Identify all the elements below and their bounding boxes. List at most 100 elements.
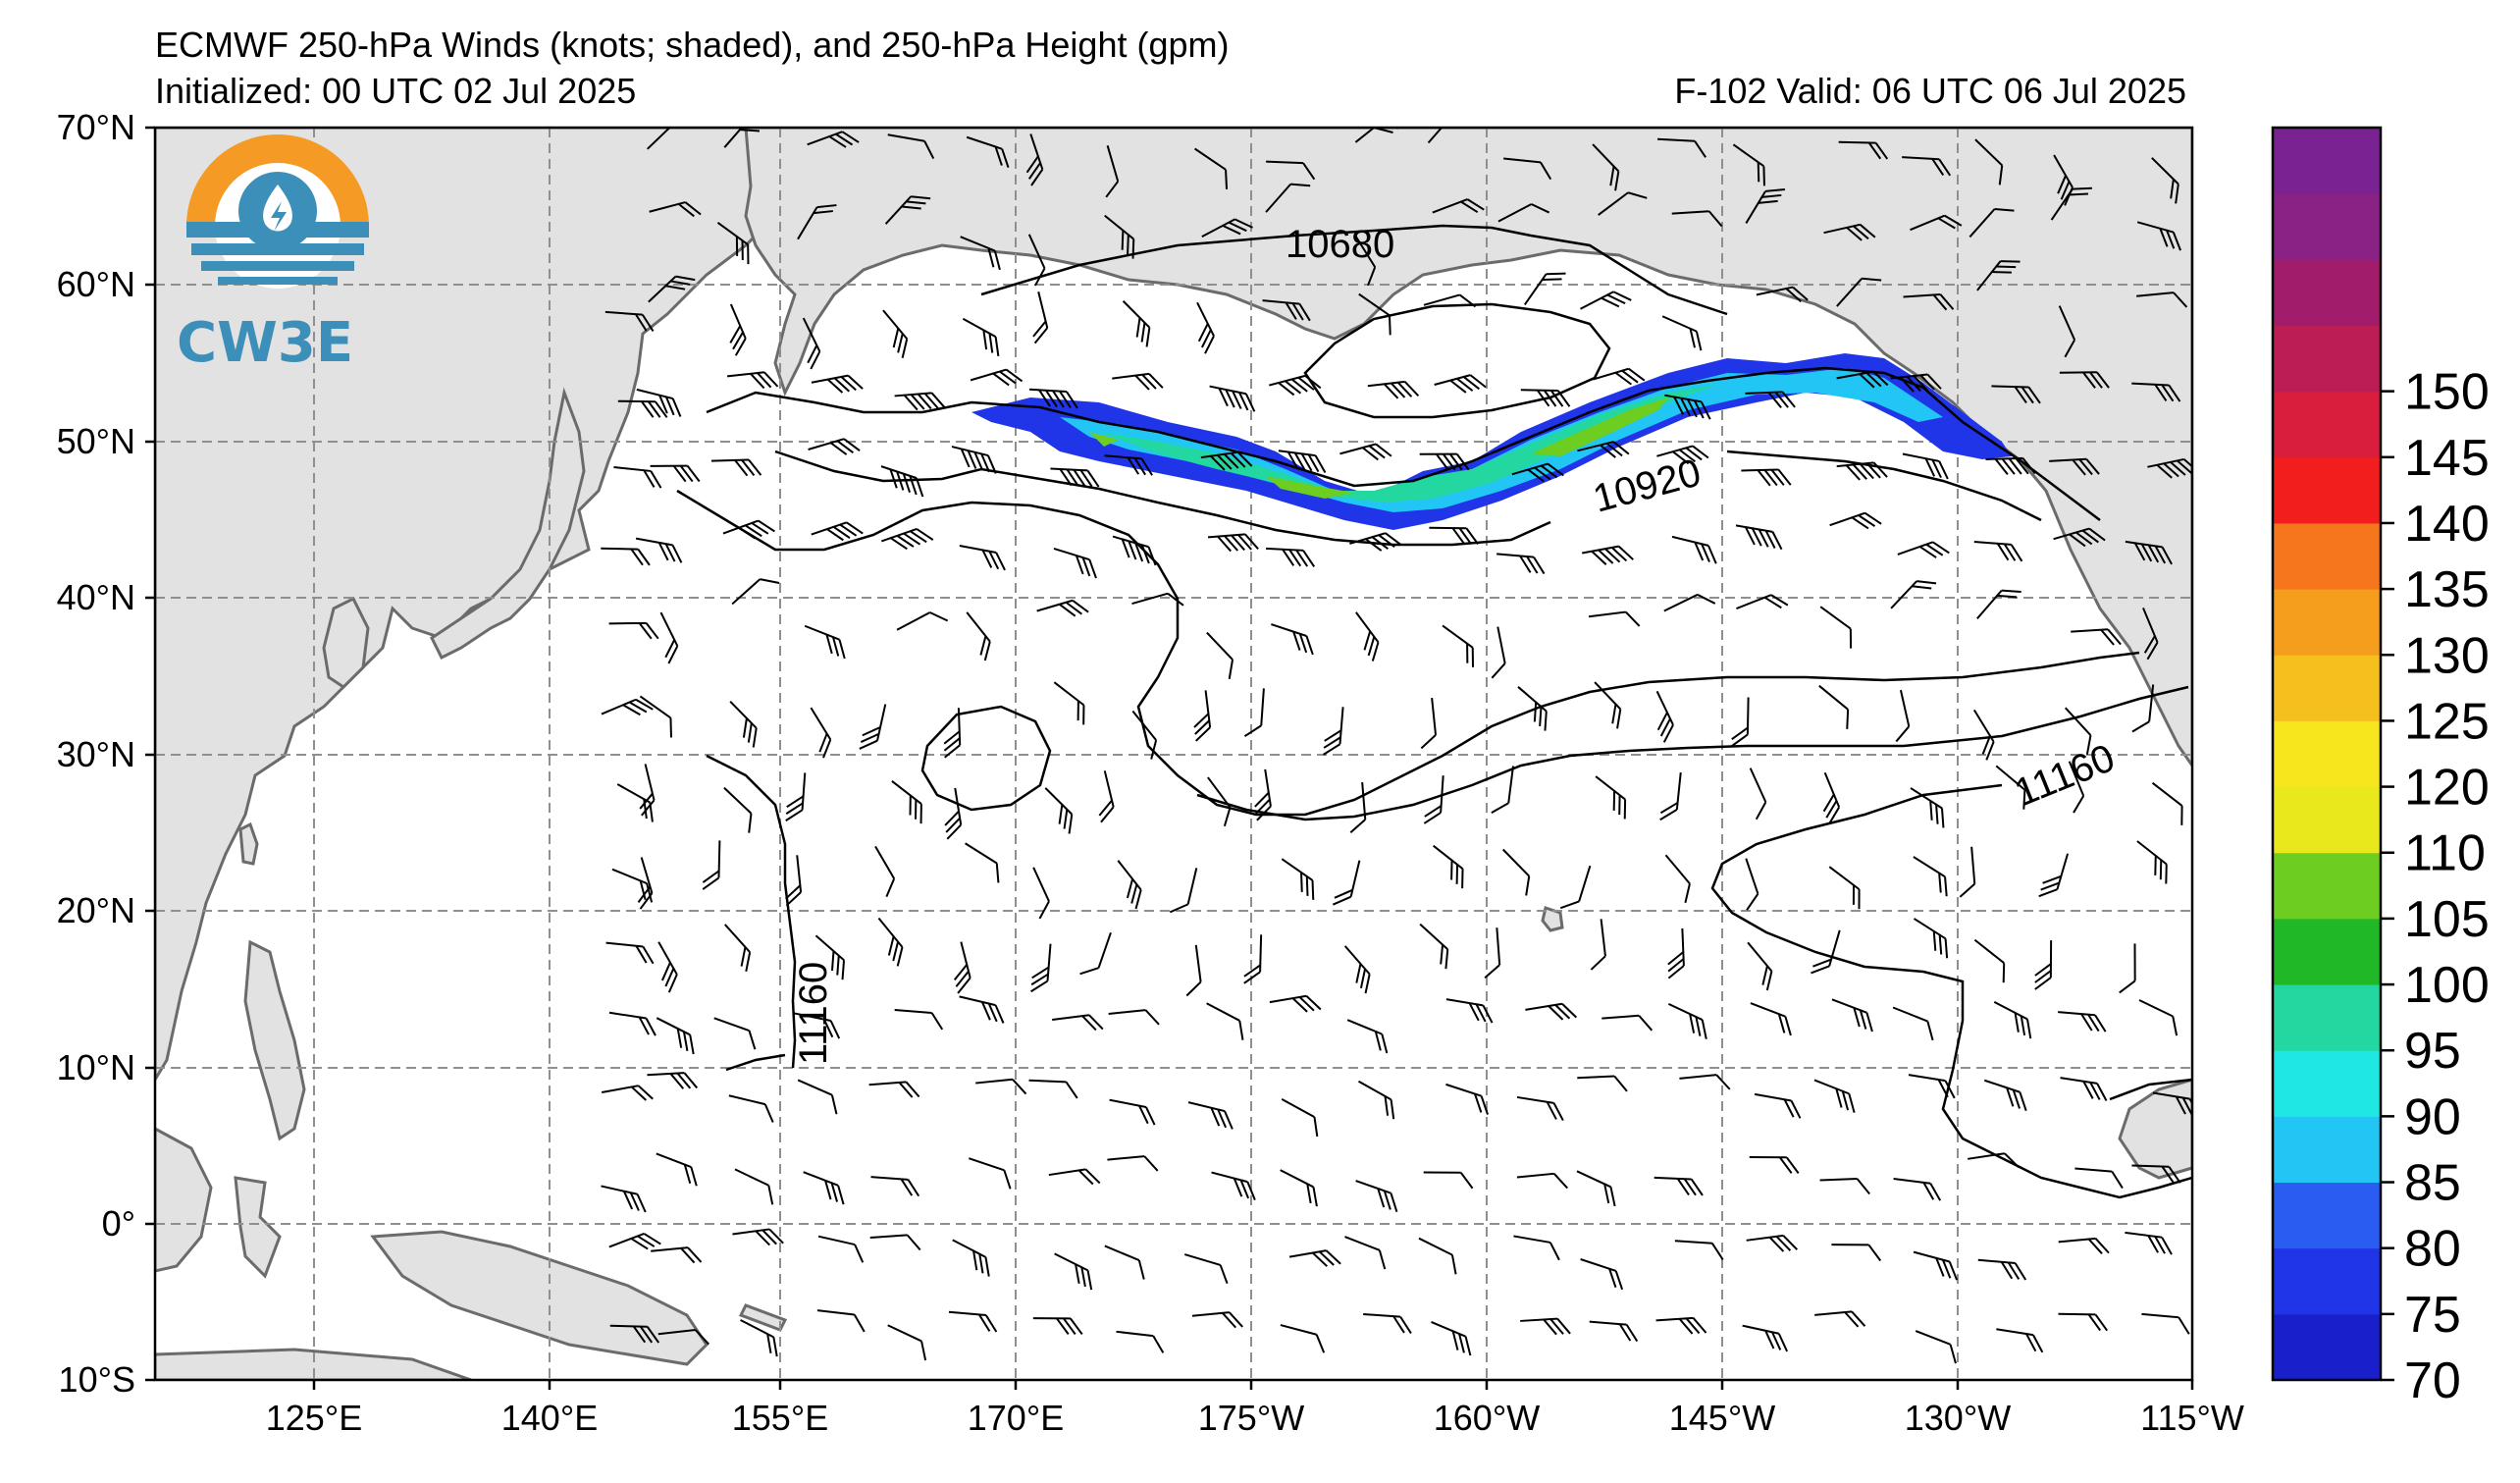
lon-label: 155°E xyxy=(732,1398,828,1438)
wind-barb xyxy=(1501,848,1531,896)
lon-label: 115°W xyxy=(2140,1398,2244,1438)
wind-barb xyxy=(1664,854,1691,904)
logo-text: CW3E xyxy=(177,311,353,375)
wind-barb xyxy=(953,941,971,994)
wind-barb xyxy=(1201,218,1253,238)
wind-speed-colorbar: 70 75 80 85 90 95 100 105 110 120 125 130 135 140 145 1… xyxy=(2271,126,2490,1409)
wind-barb xyxy=(713,1017,757,1050)
wind-barb xyxy=(602,1085,654,1101)
wind-barb xyxy=(1200,450,1253,471)
wind-barb xyxy=(1266,160,1316,181)
contour-10920 xyxy=(774,450,1551,547)
wind-barb xyxy=(1191,1311,1243,1329)
wind-barb xyxy=(1523,272,1566,306)
latitude-axis: 70°N 60°N 50°N 40°N 30°N 20°N 10°N 0° 10°S xyxy=(57,107,155,1400)
wind-barb xyxy=(1671,535,1717,564)
wind-barb xyxy=(1030,943,1052,993)
wind-barb xyxy=(2060,1077,2108,1101)
wind-barb xyxy=(1354,235,1377,287)
wind-barb xyxy=(1745,187,1786,224)
wind-barb xyxy=(1972,709,1995,761)
wind-barb xyxy=(729,303,747,356)
wind-barb xyxy=(1112,535,1157,566)
wind-barb xyxy=(1590,919,1606,971)
wind-barb xyxy=(723,128,761,148)
wind-barb xyxy=(1048,1168,1101,1186)
wind-barb xyxy=(729,700,758,748)
wind-barb xyxy=(716,221,750,265)
wind-barb xyxy=(1582,545,1634,565)
wind-barb xyxy=(1754,1092,1802,1119)
philippines-landmass xyxy=(243,939,306,1141)
wind-barb xyxy=(1343,945,1371,994)
wind-barb xyxy=(1588,610,1641,627)
wind-barbs xyxy=(601,128,2192,1364)
wind-barb xyxy=(710,458,762,477)
wind-barb xyxy=(808,438,861,455)
wind-barb xyxy=(648,275,696,303)
wind-barb xyxy=(785,772,807,821)
wind-barb xyxy=(1741,468,1792,487)
wind-barb xyxy=(608,1232,661,1250)
wind-barb xyxy=(807,131,860,148)
wind-barb xyxy=(1836,370,1889,389)
wind-barb xyxy=(2064,707,2092,756)
contour-11160-west xyxy=(706,754,797,1069)
wind-barb xyxy=(1206,631,1234,679)
wind-barb xyxy=(724,924,752,972)
wind-barb xyxy=(1491,766,1514,814)
wind-barb xyxy=(1358,1080,1395,1120)
wind-barb xyxy=(1431,1321,1472,1356)
wind-barb xyxy=(1032,867,1050,920)
wind-barb xyxy=(1973,540,2023,562)
colorbar-label: 90 xyxy=(2404,1088,2461,1145)
wind-barb xyxy=(962,317,1000,357)
wind-barb xyxy=(1098,770,1115,823)
wind-barb xyxy=(1897,541,1950,558)
wind-barb xyxy=(810,707,832,759)
wind-barb xyxy=(647,1072,699,1089)
wind-barb xyxy=(966,135,1010,169)
wind-barb xyxy=(803,1171,845,1205)
wind-barb xyxy=(1976,589,2021,619)
wind-barb xyxy=(1503,157,1552,181)
jet-100kt-core xyxy=(1266,476,1354,499)
colorbar-label: 130 xyxy=(2404,627,2490,684)
wind-barb xyxy=(2119,943,2136,994)
wind-barb xyxy=(1749,768,1767,821)
wind-barb xyxy=(1433,844,1464,889)
wind-barb xyxy=(2136,221,2181,251)
wind-barb xyxy=(1594,681,1622,729)
wind-barb xyxy=(1831,998,1873,1033)
wind-barb xyxy=(723,786,753,833)
wind-barb xyxy=(1731,697,1750,747)
wind-barb xyxy=(1497,203,1550,223)
wind-barb xyxy=(647,128,675,150)
wind-barb xyxy=(1211,1171,1256,1201)
lat-label: 20°N xyxy=(57,890,135,930)
wind-barb xyxy=(2068,761,2085,814)
wind-barb xyxy=(944,787,963,840)
colorbar-segment xyxy=(2273,984,2381,1051)
wind-barb xyxy=(1910,214,1963,232)
wind-barb xyxy=(1756,286,1809,302)
land-masses xyxy=(155,128,2192,1380)
taiwan-landmass xyxy=(238,821,259,866)
wind-barb xyxy=(1667,1002,1707,1039)
wind-barb xyxy=(2058,1237,2110,1254)
cw3e-logo: CW3E xyxy=(177,134,369,375)
wind-barb xyxy=(1269,994,1322,1013)
colorbar-label: 80 xyxy=(2404,1221,2461,1278)
wind-barb xyxy=(1513,1235,1560,1261)
wind-barb xyxy=(649,201,702,218)
lon-label: 170°E xyxy=(968,1398,1064,1438)
wind-barb xyxy=(1445,998,1494,1024)
wind-barb xyxy=(1822,771,1841,825)
wind-barb xyxy=(608,1011,656,1036)
colorbar-label: 110 xyxy=(2404,825,2486,882)
wind-barb xyxy=(1511,462,1564,483)
wind-barb xyxy=(1243,934,1263,984)
wind-barb xyxy=(1194,147,1229,189)
wind-barb xyxy=(1745,858,1759,911)
wind-barb xyxy=(1913,918,1949,959)
